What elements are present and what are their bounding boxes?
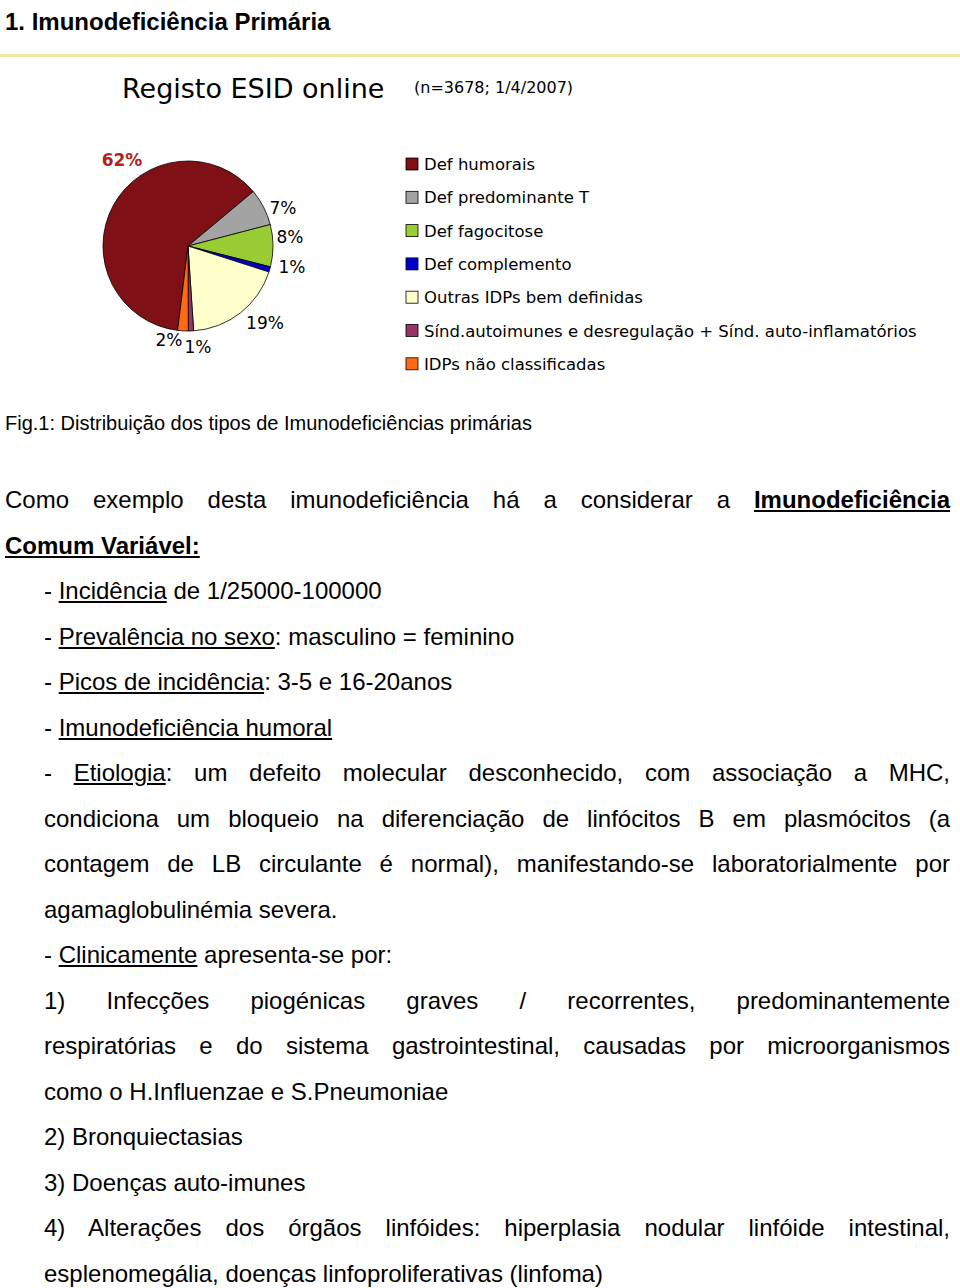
text-segment: - [44, 623, 59, 650]
legend-swatch [406, 325, 418, 337]
text-segment: Incidência [59, 577, 167, 604]
text-line: Comum Variável: [5, 523, 950, 569]
text-line: - Picos de incidência: 3-5 e 16-20anos [44, 659, 950, 705]
text-segment: contagem de LB circulante é normal), man… [44, 850, 950, 877]
text-line: esplenomegália, doenças linfoproliferati… [44, 1251, 950, 1288]
text-segment: Clinicamente [59, 941, 198, 968]
text-segment: 3) Doenças auto-imunes [44, 1169, 305, 1196]
text-segment: condiciona um bloqueio na diferenciação … [44, 805, 950, 832]
data-label: 7% [270, 198, 297, 218]
text-segment: - [44, 577, 59, 604]
figure-caption: Fig.1: Distribuição dos tipos de Imunode… [5, 410, 532, 436]
text-line: Como exemplo desta imunodeficiência há a… [5, 477, 950, 523]
text-line: 1) Infecções piogénicas graves / recorre… [44, 978, 950, 1024]
text-segment: 4) Alterações dos órgãos linfóides: hipe… [44, 1214, 950, 1241]
legend-label: Def humorais [424, 155, 535, 174]
data-label: 8% [277, 227, 304, 247]
text-segment: Como exemplo desta imunodeficiência há a… [5, 486, 754, 513]
pie [103, 161, 273, 331]
legend-label: Outras IDPs bem definidas [424, 288, 643, 307]
chart: Registo ESID online (n=3678; 1/4/2007) 62%… [0, 0, 960, 440]
text-line: 3) Doenças auto-imunes [44, 1160, 950, 1206]
text-segment: Etiologia [74, 759, 166, 786]
data-label: 2% [156, 330, 183, 350]
text-segment: de 1/25000-100000 [167, 577, 382, 604]
text-line: respiratórias e do sistema gastrointesti… [44, 1023, 950, 1069]
text-segment: Picos de incidência [59, 668, 264, 695]
text-line: - Incidência de 1/25000-100000 [44, 568, 950, 614]
legend-swatch [406, 158, 418, 170]
text-segment: apresenta-se por: [197, 941, 392, 968]
chart-title: Registo ESID online [122, 73, 384, 104]
text-line: contagem de LB circulante é normal), man… [44, 841, 950, 887]
legend-swatch [406, 258, 418, 270]
legend-swatch [406, 291, 418, 303]
text-segment: - [44, 714, 59, 741]
text-line: condiciona um bloqueio na diferenciação … [44, 796, 950, 842]
text-line: agamaglobulinémia severa. [44, 887, 950, 933]
text-line: - Prevalência no sexo: masculino = femin… [44, 614, 950, 660]
text-line: 4) Alterações dos órgãos linfóides: hipe… [44, 1205, 950, 1251]
legend-label: Def complemento [424, 255, 572, 274]
legend-swatch [406, 191, 418, 203]
legend-swatch [406, 358, 418, 370]
legend-label: IDPs não classificadas [424, 355, 605, 374]
text-line: 2) Bronquiectasias [44, 1114, 950, 1160]
data-label: 62% [102, 150, 143, 170]
legend-label: Def predominante T [424, 188, 590, 207]
text-line: como o H.Influenzae e S.Pneumoniae [44, 1069, 950, 1115]
chart-subtitle: (n=3678; 1/4/2007) [414, 78, 573, 97]
data-label: 1% [185, 337, 212, 357]
text-segment: agamaglobulinémia severa. [44, 896, 338, 923]
legend-label: Def fagocitose [424, 222, 543, 241]
data-label: 19% [246, 313, 284, 333]
data-label: 1% [279, 257, 306, 277]
text-line: - Clinicamente apresenta-se por: [44, 932, 950, 978]
text-segment: Imunodeficiência humoral [59, 714, 332, 741]
legend-label: Sínd.autoimunes e desregulação + Sínd. a… [424, 322, 917, 341]
text-segment: - [44, 941, 59, 968]
text-segment: respiratórias e do sistema gastrointesti… [44, 1032, 950, 1059]
heading: 1. Imunodeficiência Primária [5, 8, 330, 36]
text-segment: : um defeito molecular desconhecido, com… [166, 759, 950, 786]
text-segment: Prevalência no sexo [59, 623, 275, 650]
text-segment: esplenomegália, doenças linfoproliferati… [44, 1260, 603, 1287]
legend-swatch [406, 225, 418, 237]
text-segment: Imunodeficiência [754, 486, 950, 513]
text-segment: : 3-5 e 16-20anos [264, 668, 452, 695]
heading-rule [0, 54, 960, 57]
text-line: - Imunodeficiência humoral [44, 705, 950, 751]
pie-slice [188, 246, 194, 331]
text-segment: 2) Bronquiectasias [44, 1123, 243, 1150]
text-segment: 1) Infecções piogénicas graves / recorre… [44, 987, 950, 1014]
text-segment: como o H.Influenzae e S.Pneumoniae [44, 1078, 448, 1105]
text-segment: - [44, 668, 59, 695]
text-segment: Comum Variável: [5, 532, 200, 559]
text-line: - Etiologia: um defeito molecular descon… [44, 750, 950, 796]
text-segment: - [44, 759, 74, 786]
pie-slice [178, 246, 189, 331]
text-segment: : masculino = feminino [275, 623, 514, 650]
